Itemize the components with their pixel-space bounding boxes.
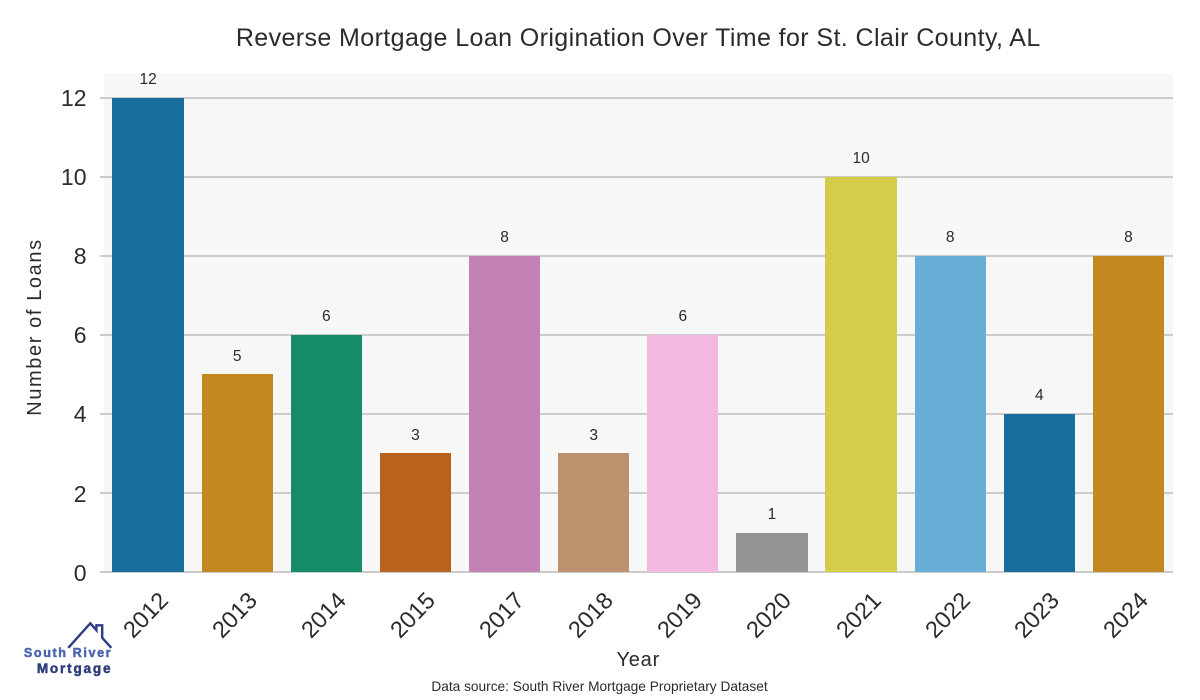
svg-text:South River: South River — [24, 646, 112, 660]
svg-text:Mortgage: Mortgage — [37, 661, 113, 676]
